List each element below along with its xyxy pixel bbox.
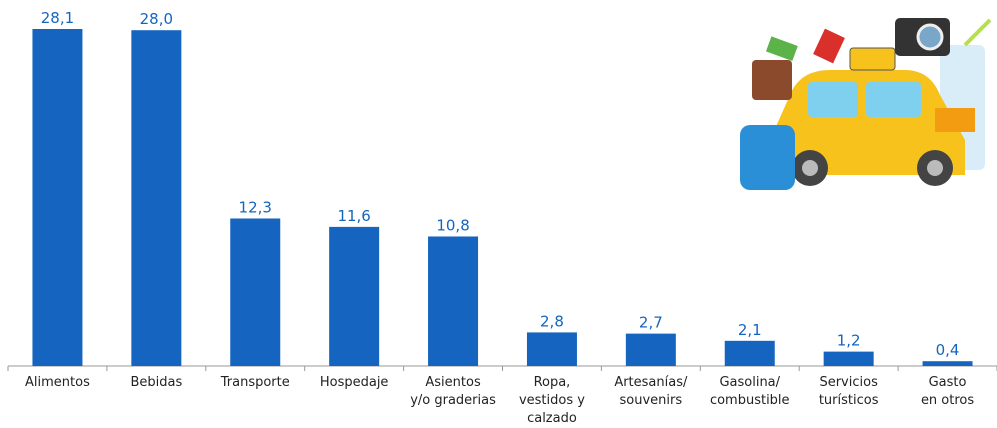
- bar: [329, 226, 380, 366]
- label-line: Bebidas: [130, 375, 182, 390]
- x-tick-label: Servicios turísticos: [819, 375, 879, 408]
- value-label: 10,8: [436, 216, 469, 234]
- label-line: Artesanías/: [614, 375, 688, 390]
- bar: [922, 361, 973, 366]
- bar: [724, 340, 775, 366]
- value-label: 1,2: [837, 332, 861, 350]
- bar: [32, 29, 83, 366]
- value-label: 28,1: [41, 9, 74, 27]
- illustration: [740, 18, 992, 190]
- value-label: 2,1: [738, 321, 762, 339]
- label-line: turísticos: [819, 393, 879, 408]
- label-line: Asientos: [425, 375, 481, 390]
- bar: [230, 218, 281, 366]
- label-line: en otros: [921, 393, 974, 408]
- value-label: 28,0: [140, 10, 173, 28]
- x-tick-label: Alimentos: [25, 375, 90, 390]
- bar: [131, 30, 182, 367]
- label-line: souvenirs: [620, 393, 683, 408]
- label-line: vestidos y: [519, 393, 585, 408]
- label-line: Alimentos: [25, 375, 90, 390]
- bar: [625, 333, 676, 366]
- x-tick-label: Bebidas: [130, 375, 182, 390]
- value-label: 12,3: [239, 198, 272, 216]
- label-line: combustible: [710, 393, 790, 408]
- label-line: Gasolina/: [719, 375, 780, 390]
- value-label: 11,6: [337, 207, 370, 225]
- x-tick-label: Gasto en otros: [921, 375, 974, 408]
- label-line: Gasto: [929, 375, 967, 390]
- label-line: Servicios: [819, 375, 878, 390]
- value-label: 2,7: [639, 314, 663, 332]
- bar: [526, 332, 577, 366]
- label-line: Hospedaje: [320, 375, 389, 390]
- x-tick-label: Artesanías/souvenirs: [614, 375, 688, 408]
- label-line: Transporte: [220, 375, 290, 390]
- label-line: y/o graderias: [410, 393, 496, 408]
- value-label: 2,8: [540, 312, 564, 330]
- label-line: calzado: [527, 411, 577, 426]
- bar: [823, 351, 874, 366]
- value-label: 0,4: [936, 341, 960, 359]
- bar: [428, 236, 479, 366]
- x-tick-label: Asientos y/o graderias: [410, 375, 496, 408]
- x-tick-label: Hospedaje: [320, 375, 389, 390]
- x-tick-label: Gasolina/combustible: [710, 375, 790, 408]
- x-tick-label: Transporte: [220, 375, 290, 390]
- x-tick-label: Ropa, vestidos y calzado: [519, 375, 585, 426]
- label-line: Ropa,: [534, 375, 571, 390]
